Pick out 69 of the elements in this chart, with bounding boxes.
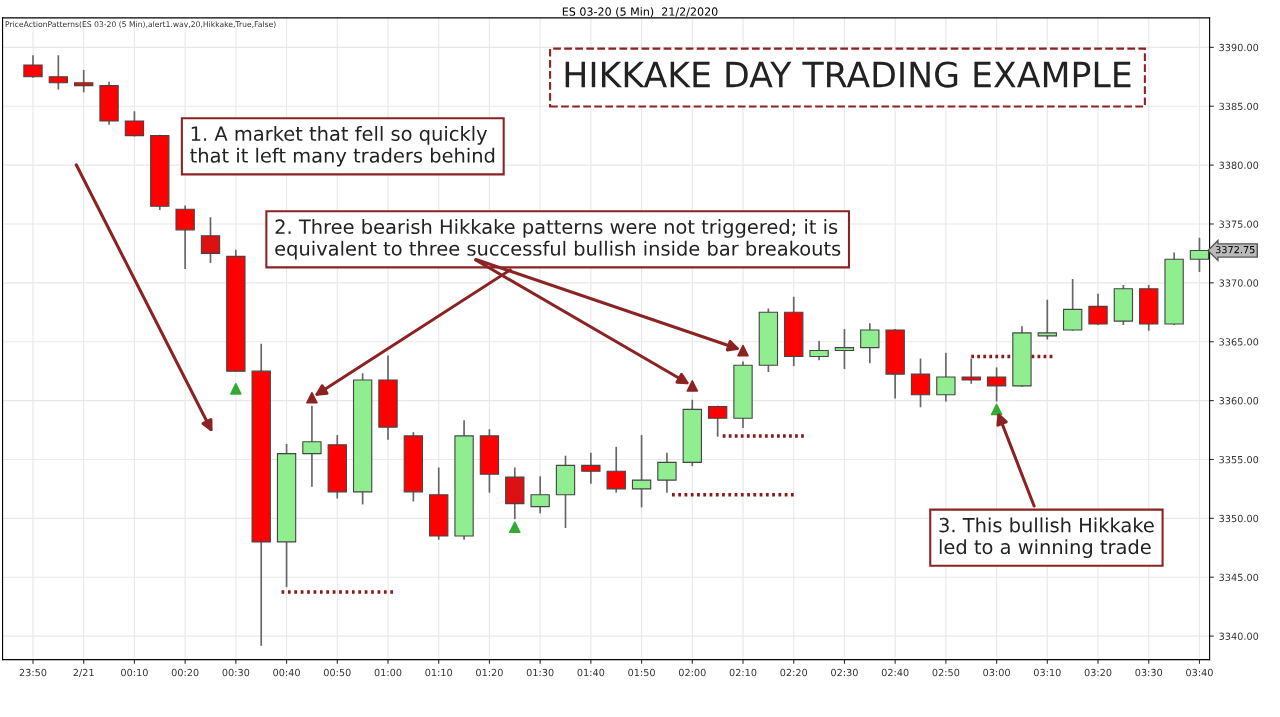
point [306,391,318,404]
x-tick-label: 02:30 [831,668,858,677]
y-tick-label: 3385.00 [1219,102,1259,111]
candlestick [581,452,601,484]
x-tick-label: 02:00 [678,668,706,677]
x-tick-label: 23:50 [19,668,47,677]
x-tick-label: 00:50 [323,668,351,677]
candlestick [1062,279,1083,331]
candlestick [860,323,880,364]
candlestick [1088,293,1108,325]
candlestick [707,405,728,437]
y-tick-label: 3355.00 [1219,455,1259,464]
annotation: 1. A market that fell so quickly that it left many traders behind [190,125,495,167]
chart-subtitle: ES 03-20 (5 Min) 21/2/2020 [562,7,718,18]
annotation: 3. This bullish Hikkake led to a winning trade [939,517,1154,559]
x-tick-label: 01:10 [425,668,453,677]
candlestick [124,111,145,137]
candlestick [986,367,1007,402]
y-tick-label: 3350.00 [1219,514,1259,523]
candlestick [302,405,322,487]
x-tick-label: 00:30 [222,668,250,677]
candlestick [834,329,855,370]
candlestick [74,70,94,93]
candlestick [530,476,550,514]
candlestick [1189,237,1210,272]
annotation: 3372.75 [1215,245,1255,254]
y-tick-label: 3390.00 [1219,43,1259,52]
point [508,521,521,534]
candlestick [910,358,931,408]
x-tick-label: 01:50 [628,668,655,677]
point [230,382,242,395]
x-tick-label: 00:20 [171,668,199,677]
candlestick [175,205,195,269]
candlestick [1037,299,1057,340]
candlestick [606,446,626,493]
text: HIKKAKE DAY TRADING EXAMPLE [565,61,1131,88]
y-tick-label: 3380.00 [1219,161,1259,169]
y-tick-label: 3365.00 [1219,338,1259,346]
x-tick-label: 2/21 [73,668,94,677]
x-tick-label: 03:30 [1135,668,1163,677]
x-tick-label: 01:40 [577,668,605,677]
x-tick-label: 03:20 [1084,668,1112,677]
x-tick-label: 01:00 [374,668,402,677]
x-tick-label: 01:30 [526,668,554,677]
y-tick-label: 3375.00 [1219,220,1259,228]
candlestick [631,435,652,508]
x-tick-label: 00:40 [273,668,300,677]
candlestick [200,217,221,264]
candlestick [961,358,981,384]
x-tick-label: 03:00 [983,668,1010,677]
x-tick-label: 03:40 [1186,668,1213,677]
y-tick-label: 3370.00 [1219,279,1259,287]
y-tick-label: 3340.00 [1219,632,1259,640]
candlestick [657,452,677,493]
x-tick-label: 00:10 [121,668,148,677]
x-tick-label: 02:40 [881,668,909,677]
x-tick-label: 01:20 [476,668,503,677]
candlestick [23,55,43,78]
candlestick [48,55,69,90]
point [686,380,699,392]
y-tick-label: 3360.00 [1219,397,1259,405]
x-tick-label: 03:10 [1033,668,1061,677]
point [737,344,749,357]
candlestick [936,352,956,402]
x-tick-label: 02:10 [729,668,757,677]
y-tick-label: 3345.00 [1219,573,1259,582]
x-tick-label: 02:20 [780,668,808,677]
x-tick-label: 02:50 [932,668,960,677]
annotation: 2. Three bearish Hikkake patterns were not triggered; it is equivalent to three successful bullish inside bar breakouts [275,219,841,260]
